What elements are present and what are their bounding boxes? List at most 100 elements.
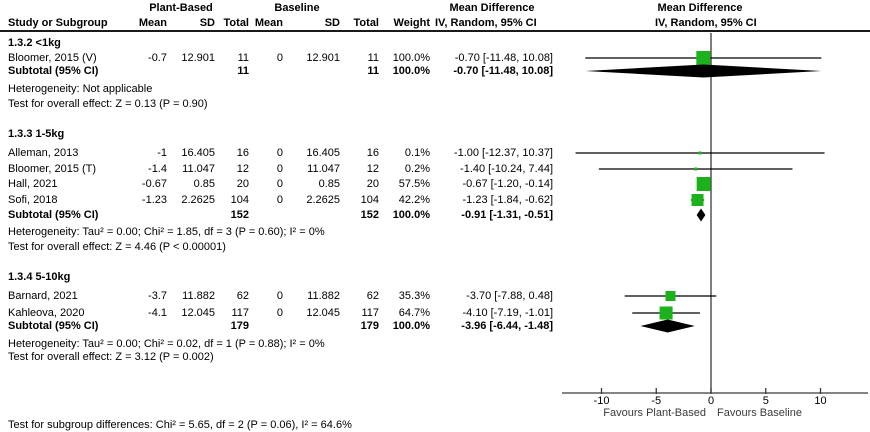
table-row: Alleman, 2013 -1 16.405 16 0 16.405 16 0…: [0, 147, 870, 159]
table-row: Bloomer, 2015 (V) -0.7 12.901 11 0 12.90…: [0, 52, 870, 64]
total-baseline: 20: [366, 178, 379, 190]
md-ci-text: -0.67 [-1.20, -0.14]: [462, 178, 554, 190]
study-name: Kahleova, 2020: [8, 307, 85, 319]
study-name: Subtotal (95% CI): [8, 65, 99, 77]
mean-baseline: 0: [276, 194, 283, 206]
study-name: Alleman, 2013: [8, 147, 79, 159]
header-divider: [0, 30, 870, 32]
weight-value: 100.0%: [392, 320, 430, 332]
col-plot-ci: IV, Random, 95% CI: [655, 17, 757, 29]
table-row: Subtotal (95% CI) 11 11 100.0% -0.70 [-1…: [0, 65, 870, 77]
axis-tick-label: 0: [707, 395, 715, 407]
sd-baseline: 2.2625: [306, 194, 340, 206]
mean-plant: -1: [157, 147, 167, 159]
group-header-baseline: Baseline: [274, 2, 320, 14]
col-mean-1: Mean: [138, 17, 167, 29]
col-study: Study or Subgroup: [8, 17, 108, 29]
mean-baseline: 0: [276, 147, 283, 159]
md-ci-text: -0.70 [-11.48, 10.08]: [454, 52, 553, 64]
weight-value: 64.7%: [398, 307, 430, 319]
mean-baseline: 0: [276, 290, 283, 302]
note-row: Test for overall effect: Z = 3.12 (P = 0…: [0, 351, 870, 363]
study-name: Bloomer, 2015 (V): [8, 52, 97, 64]
table-row: Barnard, 2021 -3.7 11.882 62 0 11.882 62…: [0, 290, 870, 302]
study-name: Hall, 2021: [8, 178, 58, 190]
axis-label-left: Favours Plant-Based: [603, 407, 706, 419]
weight-value: 100.0%: [392, 209, 430, 221]
table-row: Bloomer, 2015 (T) -1.4 11.047 12 0 11.04…: [0, 163, 870, 175]
total-plant: 62: [236, 290, 249, 302]
md-ci-text: -1.00 [-12.37, 10.37]: [453, 147, 553, 159]
sd-plant: 11.882: [182, 290, 215, 302]
md-ci-text: -1.40 [-10.24, 7.44]: [460, 163, 553, 175]
total-baseline: 179: [360, 320, 379, 332]
note-text: Test for overall effect: Z = 0.13 (P = 0…: [8, 98, 208, 110]
weight-value: 100.0%: [392, 52, 430, 64]
sd-baseline: 16.405: [306, 147, 340, 159]
col-weight: Weight: [393, 17, 430, 29]
col-total-1: Total: [223, 17, 249, 29]
total-plant: 11: [237, 65, 249, 77]
subgroup-label-text: 1.3.4 5-10kg: [8, 271, 71, 283]
total-baseline: 152: [360, 209, 379, 221]
col-md-ci: IV, Random, 95% CI: [435, 17, 537, 29]
table-row: Subtotal (95% CI) 179 179 100.0% -3.96 […: [0, 320, 870, 332]
sd-plant: 11.047: [182, 163, 215, 175]
weight-value: 100.0%: [392, 65, 430, 77]
axis-tick-label: -10: [593, 395, 610, 407]
sd-baseline: 12.901: [306, 52, 340, 64]
total-baseline: 11: [367, 65, 379, 77]
col-mean-2: Mean: [254, 17, 283, 29]
total-plant: 179: [230, 320, 249, 332]
subgroup-difference-note: Test for subgroup differences: Chi² = 5.…: [8, 419, 352, 431]
table-row: Hall, 2021 -0.67 0.85 20 0 0.85 20 57.5%…: [0, 178, 870, 190]
total-plant: 117: [231, 307, 249, 319]
mean-plant: -4.1: [148, 307, 167, 319]
total-baseline: 104: [360, 194, 379, 206]
group-header-plant-based: Plant-Based: [149, 2, 213, 14]
mean-plant: -0.67: [141, 178, 167, 190]
sd-plant: 0.85: [193, 178, 215, 190]
note-text: Test for overall effect: Z = 4.46 (P < 0…: [8, 241, 226, 253]
weight-value: 35.3%: [398, 290, 430, 302]
note-text: Test for overall effect: Z = 3.12 (P = 0…: [8, 351, 214, 363]
study-name: Sofi, 2018: [8, 194, 58, 206]
weight-value: 57.5%: [398, 178, 430, 190]
total-baseline: 12: [366, 163, 379, 175]
subgroup-label-text: 1.3.3 1-5kg: [8, 128, 65, 140]
axis-tick-label: -5: [651, 395, 662, 407]
axis-tick-label: 5: [762, 395, 769, 407]
note-text: Heterogeneity: Tau² = 0.00; Chi² = 0.02,…: [8, 338, 325, 350]
total-plant: 12: [236, 163, 249, 175]
table-row: Sofi, 2018 -1.23 2.2625 104 0 2.2625 104…: [0, 194, 870, 206]
study-name: Barnard, 2021: [8, 290, 78, 302]
sd-baseline: 11.047: [307, 163, 340, 175]
axis-tick-label: 10: [814, 395, 827, 407]
note-row: Heterogeneity: Tau² = 0.00; Chi² = 0.02,…: [0, 338, 870, 350]
sd-baseline: 12.045: [306, 307, 340, 319]
study-name: Subtotal (95% CI): [8, 320, 99, 332]
md-ci-text: -3.96 [-6.44, -1.48]: [461, 320, 553, 332]
study-name: Bloomer, 2015 (T): [8, 163, 97, 175]
weight-value: 0.1%: [404, 147, 430, 159]
table-row: Kahleova, 2020 -4.1 12.045 117 0 12.045 …: [0, 307, 870, 319]
table-row: Subtotal (95% CI) 152 152 100.0% -0.91 […: [0, 209, 870, 221]
sd-plant: 12.901: [181, 52, 215, 64]
sd-plant: 2.2625: [181, 194, 215, 206]
note-text: Heterogeneity: Not applicable: [8, 83, 153, 95]
sd-baseline: 11.882: [307, 290, 340, 302]
sd-plant: 12.045: [181, 307, 215, 319]
md-ci-text: -0.91 [-1.31, -0.51]: [461, 209, 553, 221]
total-plant: 104: [230, 194, 249, 206]
total-baseline: 11: [367, 52, 379, 64]
total-plant: 16: [236, 147, 249, 159]
md-ci-text: -4.10 [-7.19, -1.01]: [462, 307, 554, 319]
weight-value: 0.2%: [404, 163, 430, 175]
col-total-2: Total: [353, 17, 379, 29]
total-baseline: 62: [366, 290, 379, 302]
subgroup-label: 1.3.4 5-10kg: [0, 271, 870, 283]
mean-baseline: 0: [276, 52, 283, 64]
md-column-title: Mean Difference: [449, 2, 535, 14]
study-name: Subtotal (95% CI): [8, 209, 99, 221]
md-ci-text: -3.70 [-7.88, 0.48]: [466, 290, 553, 302]
